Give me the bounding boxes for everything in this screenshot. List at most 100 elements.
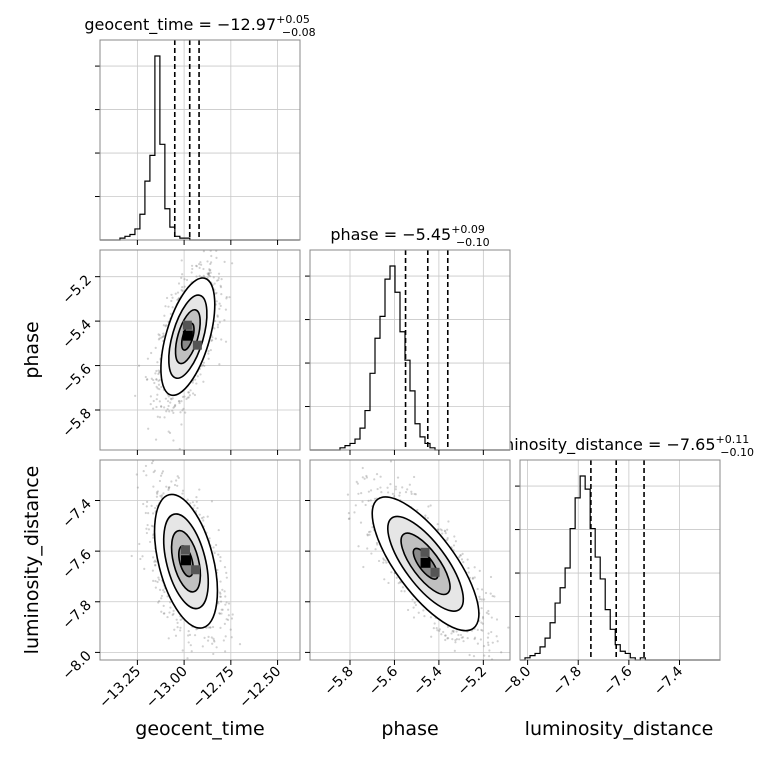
sample-point xyxy=(224,650,227,653)
sample-point xyxy=(225,297,228,300)
ylabel-luminosity-distance: luminosity_distance xyxy=(21,466,43,655)
sample-point xyxy=(168,410,171,413)
sample-point xyxy=(195,382,198,385)
sample-point xyxy=(424,514,427,517)
sample-point xyxy=(195,264,198,267)
sample-point xyxy=(191,267,194,271)
sample-point xyxy=(367,530,371,534)
sample-point xyxy=(187,634,190,637)
sample-point xyxy=(471,577,474,580)
sample-point xyxy=(152,399,155,403)
sample-point xyxy=(393,495,396,498)
sample-point xyxy=(210,636,213,639)
sample-point xyxy=(410,492,413,495)
sample-point xyxy=(354,504,357,507)
x-tick-label-phase: −5.4 xyxy=(410,663,445,698)
sample-point xyxy=(173,405,176,408)
x-tick-label-geocent-time: −12.75 xyxy=(190,664,238,712)
sample-point xyxy=(210,254,213,258)
sample-point xyxy=(176,484,179,487)
sample-point xyxy=(194,510,198,513)
sample-point xyxy=(157,369,160,372)
sample-point xyxy=(187,391,190,394)
sample-point xyxy=(176,298,179,301)
sample-point xyxy=(172,439,175,442)
sample-point xyxy=(157,333,160,336)
sample-point xyxy=(483,598,486,601)
sample-point xyxy=(157,601,160,604)
sample-point xyxy=(187,396,190,399)
density-cell xyxy=(192,340,202,350)
sample-point xyxy=(201,645,204,648)
sample-point xyxy=(160,496,163,499)
sample-point xyxy=(206,515,209,518)
y-tick-label-luminosity-distance: −7.4 xyxy=(59,496,94,531)
sample-point xyxy=(368,533,371,536)
sample-point xyxy=(347,517,351,520)
sample-point xyxy=(176,621,179,624)
sample-point xyxy=(446,538,449,541)
sample-point xyxy=(171,306,174,309)
sample-point xyxy=(361,466,364,470)
sample-point xyxy=(460,636,463,639)
sample-point xyxy=(394,488,397,491)
sample-point xyxy=(166,595,169,598)
sample-point xyxy=(180,423,183,426)
sample-point xyxy=(145,474,148,477)
sample-point xyxy=(154,346,157,349)
sample-point xyxy=(222,639,225,642)
sample-point xyxy=(212,546,215,549)
sample-point xyxy=(177,399,181,403)
sample-point xyxy=(207,635,210,638)
sample-point xyxy=(478,595,481,598)
sample-point xyxy=(224,635,227,638)
sample-point xyxy=(183,278,186,281)
x-tick-label-geocent-time: −13.00 xyxy=(143,664,191,712)
sample-point xyxy=(174,292,177,295)
sample-point xyxy=(219,626,222,629)
sample-point xyxy=(219,284,222,287)
sample-point xyxy=(203,364,206,368)
sample-point xyxy=(227,608,230,611)
sample-point xyxy=(238,643,242,646)
sample-point xyxy=(413,601,416,604)
scatter-panel-phase-luminosity-distance: −5.8 −5.6 −5.4 −5.2 xyxy=(305,459,511,699)
density-peak xyxy=(180,555,191,566)
sample-point xyxy=(417,611,420,614)
sample-point xyxy=(158,400,161,403)
sample-point xyxy=(183,285,186,288)
sample-point xyxy=(167,404,170,408)
sample-point xyxy=(208,269,211,272)
sample-point xyxy=(454,639,457,642)
sample-point xyxy=(181,273,184,276)
scatter-content xyxy=(130,460,242,660)
panels: −8.0 −7.8 −7.6 −7.4−5.8−5.6−5.4−5.2−13.25−1… xyxy=(59,39,721,712)
sample-point xyxy=(452,544,456,547)
sample-point xyxy=(401,486,404,489)
sample-point xyxy=(165,410,168,413)
sample-point xyxy=(218,307,221,311)
sample-point xyxy=(174,404,177,408)
x-tick-label-geocent-time: −12.50 xyxy=(236,664,284,712)
x-tick-label-phase: −5.2 xyxy=(455,664,490,699)
density-cell xyxy=(430,567,440,577)
sample-point xyxy=(195,496,198,499)
sample-point xyxy=(162,324,165,327)
sample-point xyxy=(165,324,168,327)
sample-point xyxy=(198,263,201,266)
sample-point xyxy=(200,365,203,368)
density-cell xyxy=(182,320,192,330)
sample-point xyxy=(202,274,205,277)
sample-point xyxy=(147,528,151,531)
sample-point xyxy=(177,476,180,479)
sample-point xyxy=(397,582,400,585)
sample-point xyxy=(181,489,185,492)
x-tick-label-geocent-time: −13.25 xyxy=(96,664,144,712)
sample-point xyxy=(199,373,202,376)
sample-point xyxy=(181,286,184,289)
sample-point xyxy=(144,375,147,379)
sample-point xyxy=(209,271,212,274)
sample-point xyxy=(211,642,214,645)
sample-point xyxy=(446,537,449,540)
sample-point xyxy=(217,602,220,605)
